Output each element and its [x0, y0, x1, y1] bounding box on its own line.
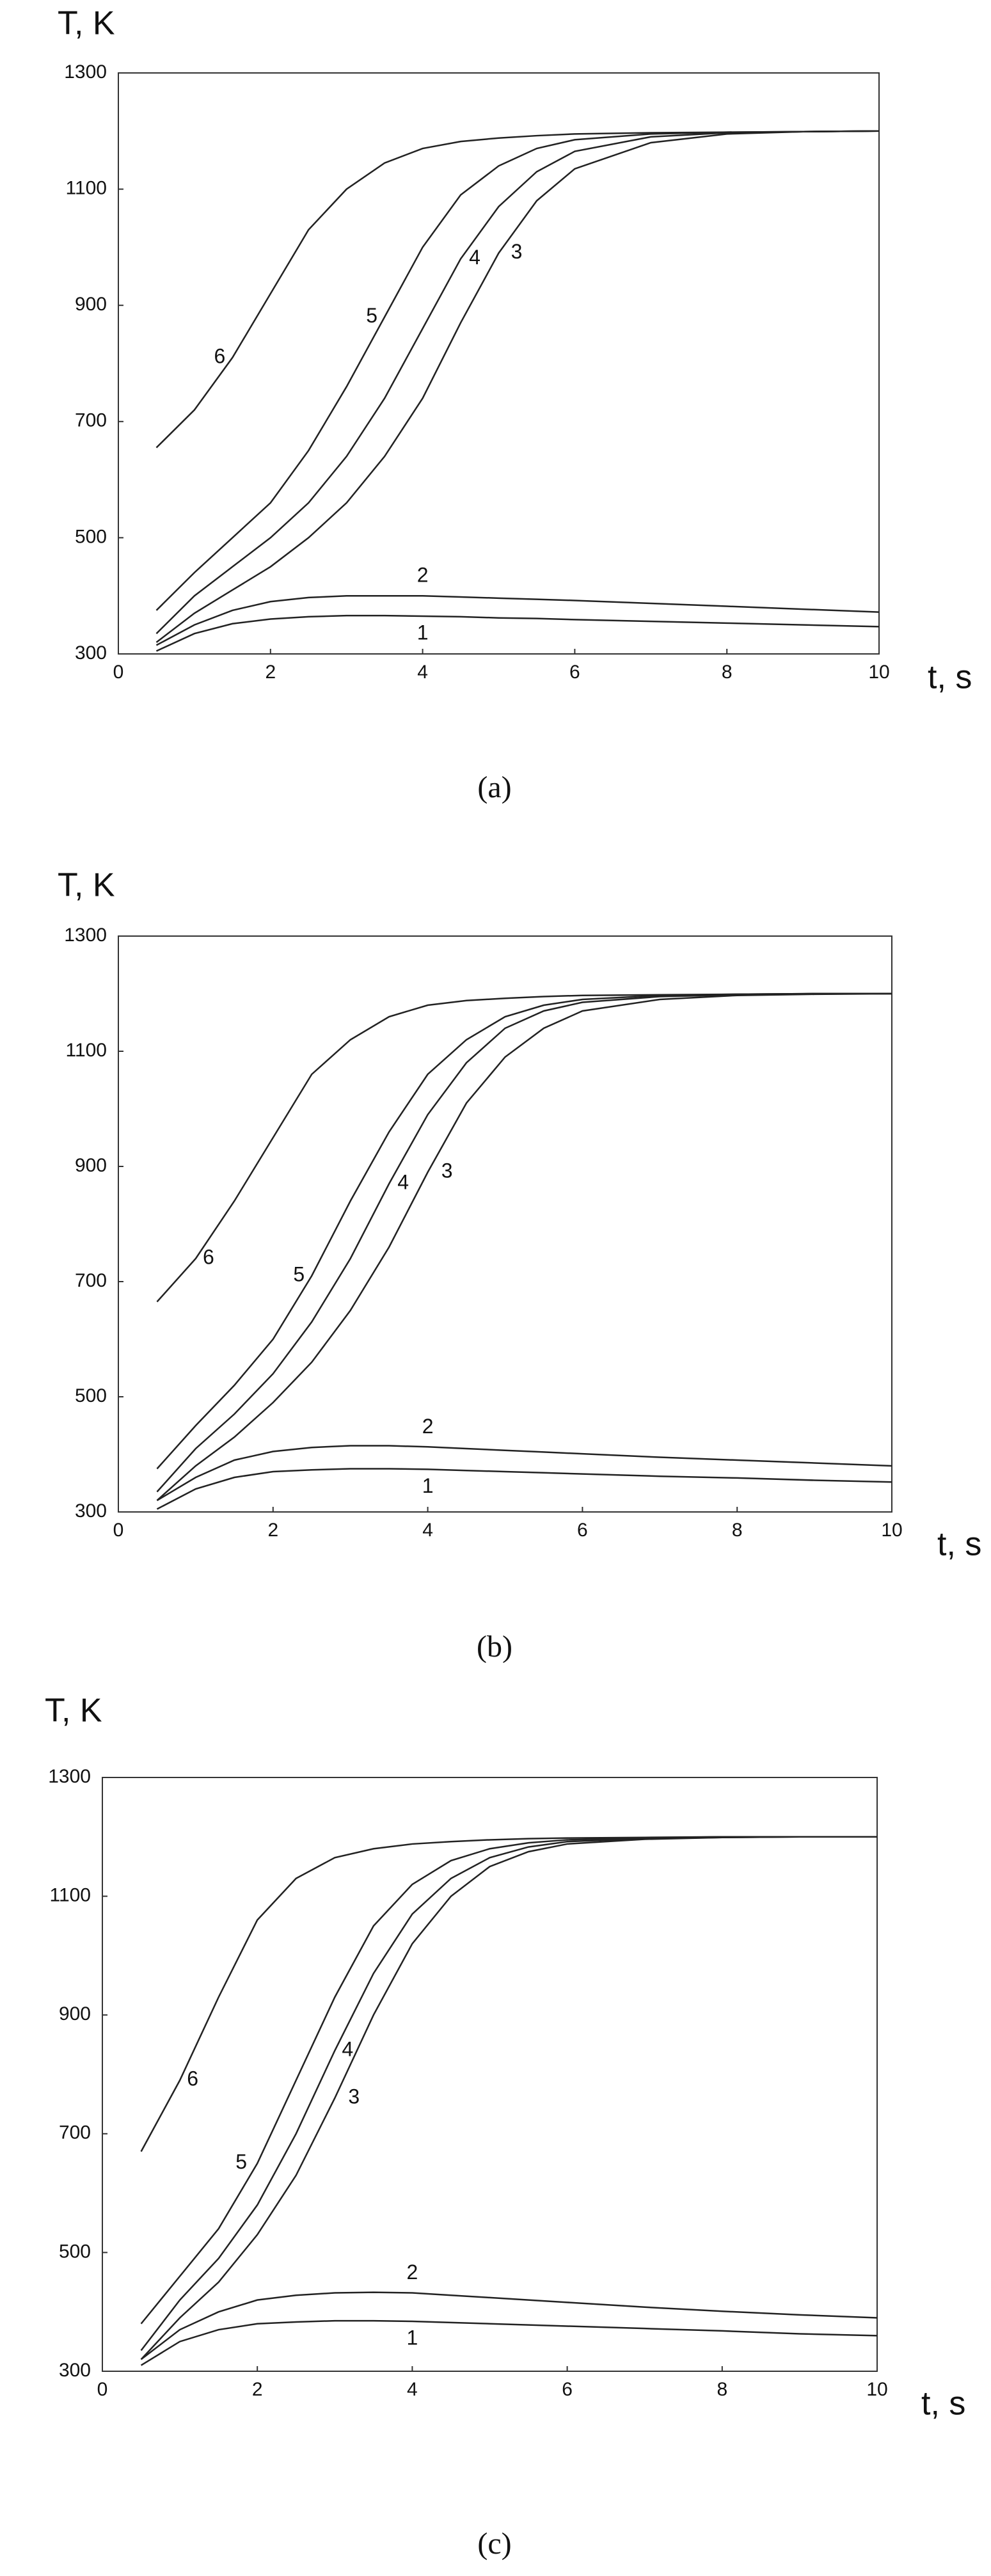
y-tick-label: 300 [75, 1500, 107, 1522]
curve-label: 4 [469, 246, 480, 269]
series-line [155, 614, 880, 652]
curve-label: 1 [407, 2326, 418, 2349]
x-tick-label: 4 [407, 2379, 418, 2400]
y-tick-label: 300 [59, 2360, 91, 2381]
y-tick-label: 700 [75, 410, 107, 431]
y-axis-title: T, K [58, 867, 115, 904]
x-axis-title: t, s [928, 659, 972, 696]
curve-label: 6 [203, 1245, 214, 1268]
x-tick-label: 6 [577, 1520, 588, 1541]
series-line [156, 992, 892, 1501]
series-line [155, 594, 880, 646]
x-tick-label: 8 [732, 1520, 743, 1541]
x-tick-label: 10 [866, 2379, 887, 2400]
y-tick-label: 700 [59, 2122, 91, 2143]
series-line [140, 1836, 877, 2152]
plot-frame [102, 1777, 878, 2372]
series-line [156, 992, 892, 1470]
plot-frame [118, 935, 892, 1513]
x-tick-label: 2 [265, 662, 276, 683]
series-line [155, 130, 880, 449]
curve-label: 4 [397, 1170, 409, 1193]
caption: (a) [477, 770, 511, 804]
series-line [140, 1836, 877, 2360]
curve-label: 2 [417, 564, 429, 587]
plot-frame [118, 72, 880, 655]
series-line [155, 130, 880, 643]
y-tick-label: 1300 [64, 925, 107, 946]
y-tick-label: 500 [75, 1385, 107, 1406]
series-line [156, 992, 892, 1303]
series-line [155, 130, 880, 611]
curve-label: 3 [348, 2085, 360, 2108]
y-tick-label: 900 [59, 2003, 91, 2024]
curve-label: 3 [441, 1159, 453, 1182]
curve-label: 1 [417, 621, 429, 644]
x-tick-label: 8 [722, 662, 733, 683]
x-tick-label: 0 [97, 2379, 108, 2400]
y-tick-label: 300 [75, 642, 107, 664]
series-line [156, 1445, 892, 1502]
x-tick-label: 8 [717, 2379, 727, 2400]
y-axis-title: T, K [58, 5, 115, 42]
x-axis-title: t, s [921, 2385, 965, 2422]
curve-label: 5 [293, 1262, 305, 1285]
caption: (c) [477, 2527, 511, 2561]
y-tick-label: 1100 [65, 178, 107, 199]
curve-label: 4 [342, 2037, 353, 2060]
series-line [156, 992, 892, 1493]
x-axis-title: t, s [937, 1526, 981, 1563]
y-tick-label: 1300 [64, 61, 107, 83]
x-tick-label: 2 [252, 2379, 263, 2400]
y-tick-label: 500 [75, 526, 107, 547]
x-tick-label: 4 [417, 662, 428, 683]
series-line [140, 2319, 878, 2366]
x-tick-label: 10 [881, 1520, 902, 1541]
x-tick-label: 10 [868, 662, 889, 683]
y-tick-label: 500 [59, 2241, 91, 2262]
x-tick-label: 2 [267, 1520, 278, 1541]
y-tick-label: 1100 [65, 1040, 107, 1061]
curve-label: 2 [407, 2261, 418, 2284]
x-tick-label: 6 [562, 2379, 573, 2400]
series-line [140, 1836, 877, 2351]
y-tick-label: 700 [75, 1270, 107, 1291]
curve-label: 6 [214, 344, 225, 367]
curve-label: 2 [422, 1415, 434, 1438]
series-line [140, 1836, 877, 2325]
caption: (b) [477, 1630, 512, 1664]
curve-label: 1 [422, 1474, 434, 1497]
x-tick-label: 0 [113, 1520, 124, 1541]
x-tick-label: 6 [569, 662, 580, 683]
series-line [140, 2291, 878, 2360]
curve-label: 6 [187, 2067, 198, 2090]
x-tick-label: 0 [113, 662, 124, 683]
y-tick-label: 1300 [48, 1766, 91, 1787]
curve-label: 3 [511, 240, 523, 263]
curve-label: 5 [366, 304, 377, 327]
x-tick-label: 4 [422, 1520, 433, 1541]
series-line [155, 130, 880, 635]
y-tick-label: 900 [75, 294, 107, 315]
y-axis-title: T, K [45, 1692, 102, 1729]
series-line [156, 1468, 892, 1510]
y-tick-label: 1100 [49, 1885, 91, 1906]
curve-label: 5 [235, 2151, 247, 2174]
y-tick-label: 900 [75, 1155, 107, 1176]
